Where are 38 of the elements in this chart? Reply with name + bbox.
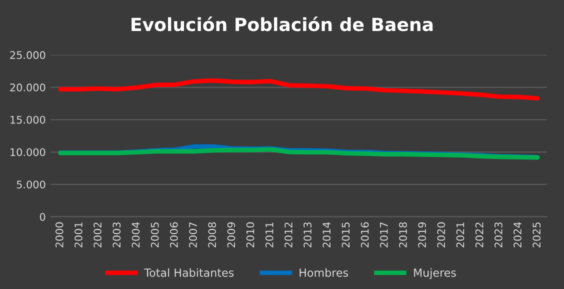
x-tick-label: 2003	[112, 222, 121, 248]
x-tick-label: 2012	[284, 222, 292, 248]
x-tick-label: 2007	[189, 222, 197, 248]
y-tick-label: 20.000	[10, 84, 46, 92]
x-tick-label: 2020	[437, 222, 446, 248]
chart-title: Evolución Población de Baena	[132, 16, 433, 32]
x-tick-label: 2002	[94, 222, 102, 248]
x-tick-label: 2010	[246, 222, 254, 248]
x-tick-label: 2024	[514, 222, 522, 248]
x-tick-label: 2023	[494, 222, 502, 248]
x-tick-label: 2019	[418, 222, 426, 248]
x-tick-label: 2016	[360, 222, 369, 248]
x-tick-label: 2009	[227, 222, 236, 248]
y-tick-label: 10.000	[10, 148, 46, 156]
x-tick-label: 2021	[456, 222, 464, 248]
x-tick-label: 2008	[208, 222, 216, 248]
x-tick-label: 2022	[475, 222, 484, 248]
x-tick-label: 2005	[150, 222, 159, 248]
x-tick-label: 2017	[380, 222, 388, 248]
x-tick-label: 2014	[322, 222, 331, 248]
legend-label: Hombres	[300, 268, 348, 277]
x-tick-label: 2000	[55, 222, 64, 248]
y-tick-label: 5.000	[16, 180, 46, 188]
x-tick-label: 2001	[74, 222, 82, 248]
y-tick-label: 25.000	[10, 51, 46, 60]
x-tick-label: 2025	[532, 222, 541, 248]
y-tick-label: 15.000	[10, 116, 46, 124]
x-tick-label: 2018	[399, 222, 407, 248]
y-tick-label: 0	[40, 212, 46, 221]
x-tick-label: 2015	[342, 222, 350, 248]
x-tick-label: 2011	[265, 222, 274, 248]
line-series	[58, 147, 540, 160]
x-tick-label: 2006	[170, 222, 178, 248]
legend-label: Total Habitantes	[144, 268, 234, 277]
x-tick-label: 2004	[132, 222, 140, 248]
line-series	[58, 78, 540, 101]
legend-label: Mujeres	[414, 268, 456, 279]
x-tick-label: 2013	[304, 222, 312, 248]
